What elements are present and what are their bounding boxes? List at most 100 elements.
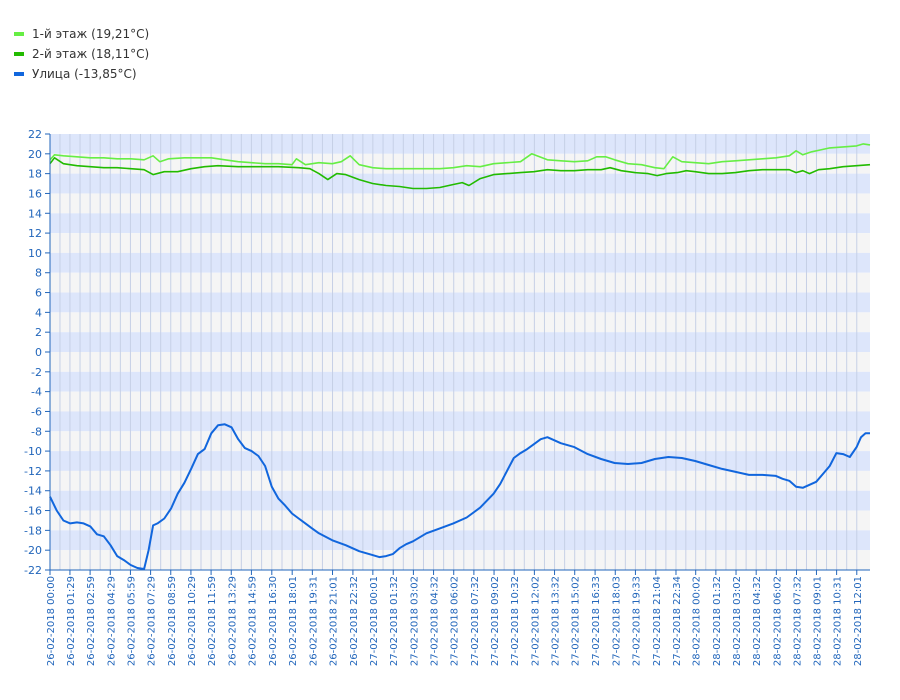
grid-band <box>50 352 870 372</box>
y-axis: 2220181614121086420-2-4-6-8-10-12-14-16-… <box>24 128 51 577</box>
y-tick-label: 6 <box>35 287 42 300</box>
series-lines <box>49 143 871 570</box>
y-tick-label: 18 <box>28 168 42 181</box>
x-tick-label: 27-02-2018 01:32 <box>389 576 400 666</box>
x-tick-label: 27-02-2018 10:32 <box>510 576 521 666</box>
x-tick-label: 26-02-2018 00:00 <box>46 576 57 666</box>
legend-swatch-floor2 <box>14 52 24 56</box>
y-tick-label: 14 <box>28 207 42 220</box>
x-tick-label: 26-02-2018 10:29 <box>187 576 198 666</box>
y-tick-label: 12 <box>28 227 42 240</box>
x-tick-label: 28-02-2018 12:01 <box>853 576 864 666</box>
x-tick-label: 26-02-2018 07:29 <box>147 576 158 666</box>
grid-band <box>50 530 870 551</box>
x-tick-label: 27-02-2018 09:02 <box>490 576 501 666</box>
series-line-floor1 <box>49 143 871 170</box>
grid-band <box>50 193 870 214</box>
grid-band <box>50 292 870 313</box>
x-tick-label: 28-02-2018 10:31 <box>833 576 844 666</box>
x-tick-label: 27-02-2018 21:04 <box>652 576 663 666</box>
x-tick-label: 27-02-2018 19:33 <box>631 576 642 666</box>
series-line-floor2 <box>49 157 871 190</box>
x-tick-label: 26-02-2018 01:29 <box>66 576 77 666</box>
x-tick-label: 27-02-2018 22:34 <box>672 576 683 666</box>
x-tick-label: 27-02-2018 16:33 <box>591 576 602 666</box>
y-tick-label: 2 <box>35 326 42 339</box>
legend-label-floor1: 1-й этаж (19,21°C) <box>32 27 150 41</box>
grid-band <box>50 213 870 234</box>
y-tick-label: 4 <box>35 306 42 319</box>
x-tick-label: 26-02-2018 19:31 <box>308 576 319 666</box>
x-tick-label: 28-02-2018 09:01 <box>812 576 823 666</box>
grid-band <box>50 272 870 293</box>
y-tick-label: -10 <box>24 445 42 458</box>
x-tick-label: 26-02-2018 14:59 <box>247 576 258 666</box>
y-tick-label: 20 <box>28 148 42 161</box>
grid-band <box>50 134 870 154</box>
x-tick-label: 26-02-2018 08:59 <box>167 576 178 666</box>
x-tick-label: 28-02-2018 01:32 <box>712 576 723 666</box>
legend-item-floor1: 1-й этаж (19,21°C) <box>14 24 149 44</box>
y-tick-label: -12 <box>24 465 42 478</box>
x-tick-label: 28-02-2018 04:32 <box>752 576 763 666</box>
x-tick-label: 28-02-2018 03:02 <box>732 576 743 666</box>
grid-band <box>50 252 870 273</box>
x-tick-label: 26-02-2018 11:59 <box>207 576 218 666</box>
y-tick-label: -8 <box>31 425 42 438</box>
x-tick-label: 27-02-2018 03:02 <box>409 576 420 666</box>
x-tick-label: 28-02-2018 06:02 <box>772 576 783 666</box>
x-tick-label: 27-02-2018 13:32 <box>551 576 562 666</box>
y-tick-label: -20 <box>24 544 42 557</box>
grid-band <box>50 451 870 471</box>
grid-band <box>50 332 870 352</box>
x-tick-label: 27-02-2018 00:01 <box>369 576 380 666</box>
y-tick-label: -16 <box>24 505 42 518</box>
x-tick-label: 26-02-2018 13:29 <box>227 576 238 666</box>
y-tick-label: 10 <box>28 247 42 260</box>
x-tick-label: 26-02-2018 22:32 <box>349 576 360 666</box>
y-tick-label: -2 <box>31 366 42 379</box>
y-tick-label: -22 <box>24 564 42 577</box>
y-tick-label: -6 <box>31 405 42 418</box>
legend-label-floor2: 2-й этаж (18,11°C) <box>32 47 150 61</box>
grid-band <box>50 391 870 412</box>
y-tick-label: 22 <box>28 128 42 141</box>
y-tick-label: -4 <box>31 386 42 399</box>
x-tick-label: 26-02-2018 04:29 <box>106 576 117 666</box>
chart-legend: 1-й этаж (19,21°C) 2-й этаж (18,11°C) Ул… <box>14 24 149 84</box>
legend-item-street: Улица (-13,85°C) <box>14 64 149 84</box>
legend-item-floor2: 2-й этаж (18,11°C) <box>14 44 149 64</box>
grid-band <box>50 490 870 511</box>
x-tick-label: 26-02-2018 16:30 <box>268 576 279 666</box>
x-tick-label: 26-02-2018 21:01 <box>329 576 340 666</box>
x-tick-label: 27-02-2018 07:32 <box>470 576 481 666</box>
grid-band <box>50 470 870 491</box>
x-tick-label: 27-02-2018 12:02 <box>530 576 541 666</box>
y-tick-label: -14 <box>24 485 42 498</box>
grid-band <box>50 233 870 253</box>
legend-label-street: Улица (-13,85°C) <box>32 67 137 81</box>
y-tick-label: 8 <box>35 267 42 280</box>
y-tick-label: 16 <box>28 187 42 200</box>
x-axis: 26-02-2018 00:00 26-02-2018 01:29 26-02-20… <box>46 569 870 666</box>
x-tick-label: 27-02-2018 04:32 <box>430 576 441 666</box>
x-tick-label: 28-02-2018 07:32 <box>793 576 804 666</box>
grid-band <box>50 371 870 392</box>
y-tick-label: 0 <box>35 346 42 359</box>
x-tick-label: 26-02-2018 02:59 <box>86 576 97 666</box>
grid-band <box>50 431 870 452</box>
y-tick-label: -18 <box>24 524 42 537</box>
x-tick-label: 26-02-2018 18:01 <box>288 576 299 666</box>
grid-band <box>50 153 870 174</box>
vertical-gridlines <box>49 134 858 570</box>
x-tick-label: 28-02-2018 00:02 <box>692 576 703 666</box>
grid-band <box>50 550 870 570</box>
legend-swatch-floor1 <box>14 32 24 36</box>
grid-band <box>50 312 870 333</box>
grid-band <box>50 411 870 432</box>
legend-swatch-street <box>14 72 24 76</box>
x-tick-label: 26-02-2018 05:59 <box>126 576 137 666</box>
x-tick-label: 27-02-2018 18:03 <box>611 576 622 666</box>
x-tick-label: 27-02-2018 15:02 <box>571 576 582 666</box>
